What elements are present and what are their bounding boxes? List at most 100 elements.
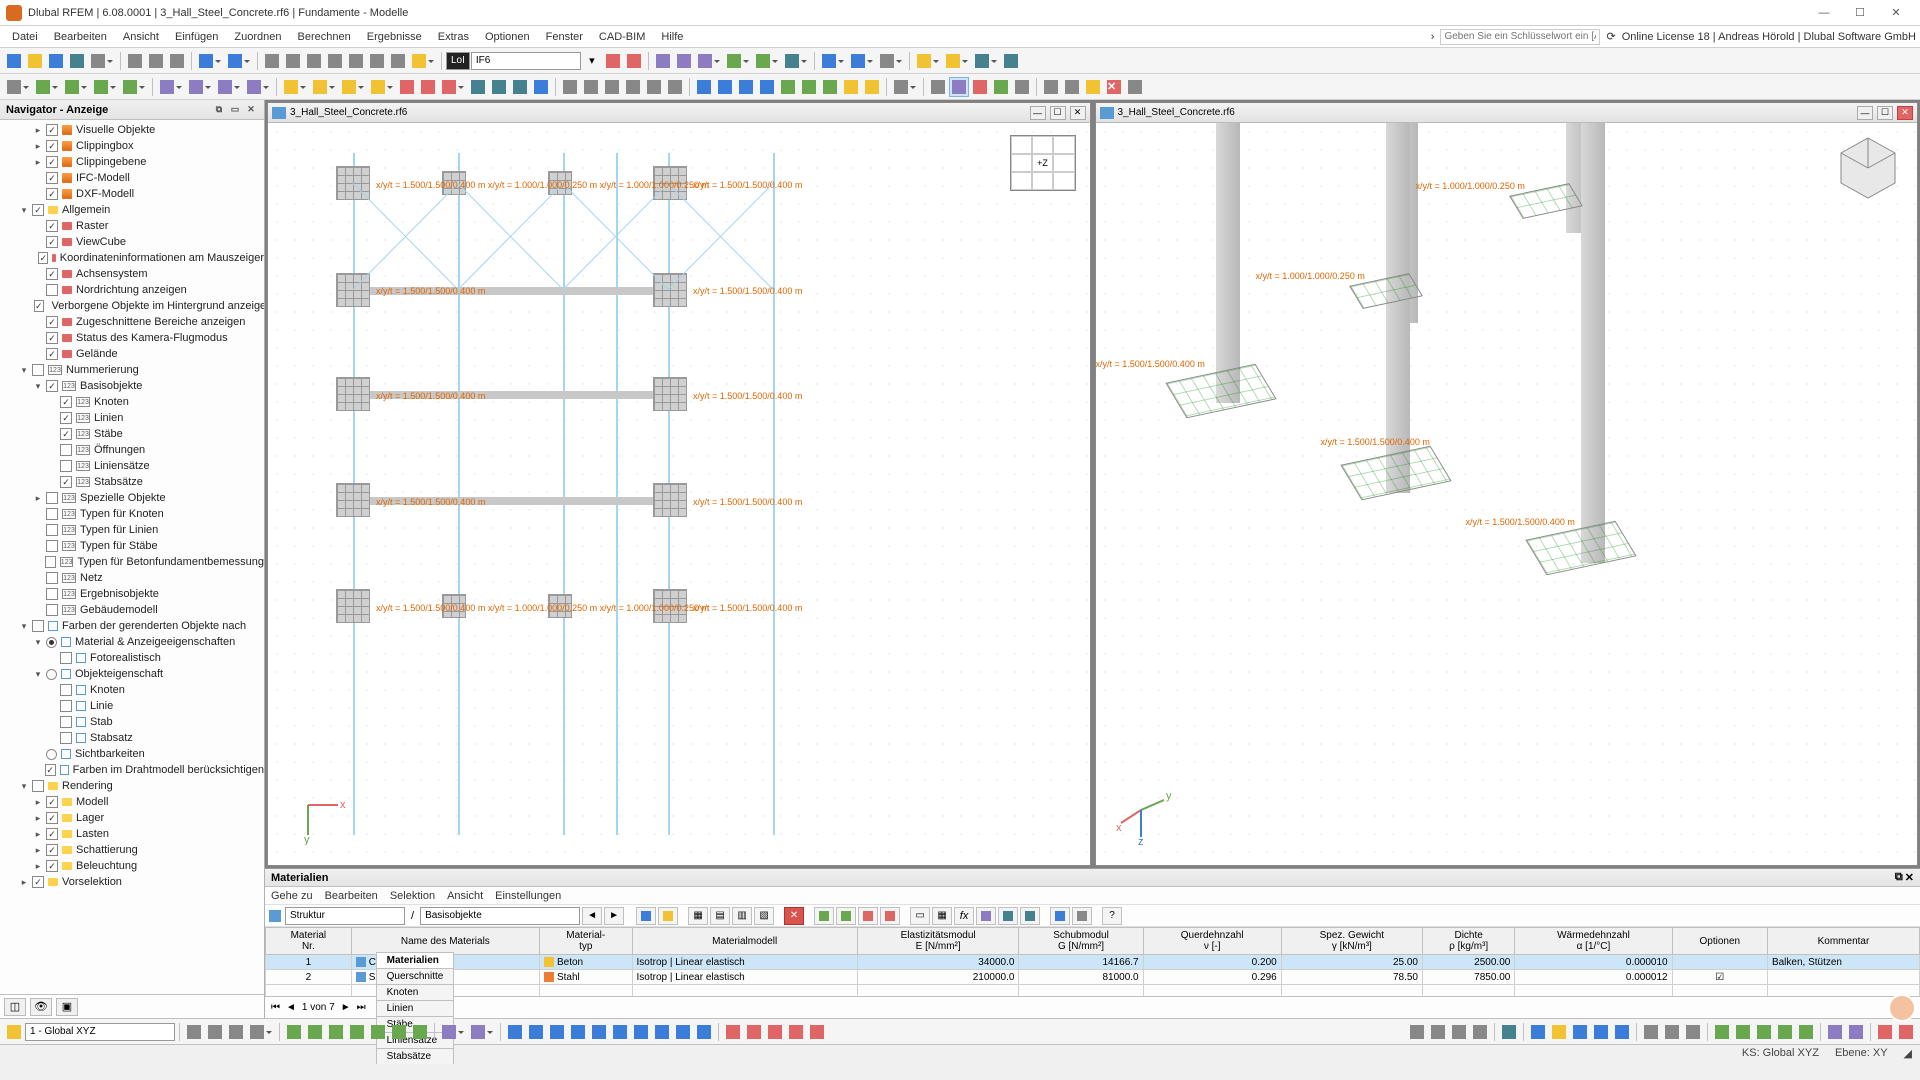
tree-item[interactable]: ▸Schattierung <box>0 842 264 858</box>
t2ai-icon[interactable] <box>1012 77 1032 97</box>
bt-cs-icon[interactable] <box>4 1022 24 1042</box>
nav-close-icon[interactable]: ✕ <box>244 103 258 117</box>
bt27-icon[interactable] <box>786 1022 806 1042</box>
t2b-icon[interactable] <box>186 77 206 97</box>
pager-first-icon[interactable]: ⏮ <box>269 1002 282 1013</box>
tool-e-icon[interactable] <box>753 51 773 71</box>
avatar[interactable] <box>1888 994 1916 1022</box>
t2ae-icon[interactable] <box>891 77 911 97</box>
menu-optionen[interactable]: Optionen <box>477 28 538 46</box>
tool-i-icon[interactable] <box>877 51 897 71</box>
t2s-icon[interactable] <box>623 77 643 97</box>
br10-icon[interactable] <box>1612 1022 1632 1042</box>
t2ac-icon[interactable] <box>841 77 861 97</box>
close-button[interactable]: ✕ <box>1878 1 1914 25</box>
camera-icon[interactable] <box>1125 77 1145 97</box>
tree-item[interactable]: Verborgene Objekte im Hintergrund anzeig… <box>0 298 264 314</box>
tree-item[interactable]: ▸Clippingebene <box>0 154 264 170</box>
tree-item[interactable]: ▾Material & Anzeigeeigenschaften <box>0 634 264 650</box>
bt14-icon[interactable] <box>505 1022 525 1042</box>
br17-icon[interactable] <box>1775 1022 1795 1042</box>
t2aj-icon[interactable] <box>1041 77 1061 97</box>
vp-min-icon[interactable]: — <box>1857 106 1873 120</box>
tool-m-icon[interactable] <box>1001 51 1021 71</box>
tree-item[interactable]: ▸Visuelle Objekte <box>0 122 264 138</box>
br6-icon[interactable] <box>1528 1022 1548 1042</box>
paste-icon[interactable] <box>167 51 187 71</box>
br15-icon[interactable] <box>1733 1022 1753 1042</box>
bt23-icon[interactable] <box>694 1022 714 1042</box>
tree-item[interactable]: Farben im Drahtmodell berücksichtigen <box>0 762 264 778</box>
toolbar-combo-if6[interactable]: IF6 <box>471 52 581 70</box>
mat-t2-icon[interactable] <box>658 907 678 925</box>
vp-close-icon[interactable]: ✕ <box>1070 106 1086 120</box>
bt20-icon[interactable] <box>631 1022 651 1042</box>
tree-item[interactable]: ▸Vorselektion <box>0 874 264 890</box>
mat-t16-icon[interactable] <box>1050 907 1070 925</box>
viewcube[interactable]: +Z <box>1010 135 1076 191</box>
warn-icon[interactable] <box>1083 77 1103 97</box>
toolbar-label-lol[interactable]: LoI <box>446 52 470 70</box>
mat-t1-icon[interactable] <box>636 907 656 925</box>
pager-next-icon[interactable]: ► <box>339 1002 353 1013</box>
tree-item[interactable]: Koordinateninformationen am Mauszeiger <box>0 250 264 266</box>
bt22-icon[interactable] <box>673 1022 693 1042</box>
tree-item[interactable]: ▾Objekteigenschaft <box>0 666 264 682</box>
vp-min-icon[interactable]: — <box>1030 106 1046 120</box>
br11-icon[interactable] <box>1641 1022 1661 1042</box>
menu-cad-bim[interactable]: CAD-BIM <box>591 28 653 46</box>
t2h-icon[interactable] <box>368 77 388 97</box>
nav-pin-icon[interactable]: ⧉ <box>212 103 226 117</box>
viewport-iso[interactable]: 3_Hall_Steel_Concrete.rf6 — ☐ ✕ <box>1095 102 1919 866</box>
mat-t17-icon[interactable] <box>1072 907 1092 925</box>
mat-t9-icon[interactable] <box>858 907 878 925</box>
bt10-icon[interactable] <box>389 1022 409 1042</box>
t2ag-icon[interactable] <box>970 77 990 97</box>
bt6-icon[interactable] <box>305 1022 325 1042</box>
bt8-icon[interactable] <box>347 1022 367 1042</box>
bt25-icon[interactable] <box>744 1022 764 1042</box>
tree-item[interactable]: Zugeschnittene Bereiche anzeigen <box>0 314 264 330</box>
tree-item[interactable]: ▾123Nummerierung <box>0 362 264 378</box>
tree-item[interactable]: 123Knoten <box>0 394 264 410</box>
menu-extras[interactable]: Extras <box>430 28 477 46</box>
refresh-icon[interactable]: ⟳ <box>1606 30 1615 43</box>
menu-ergebnisse[interactable]: Ergebnisse <box>359 28 430 46</box>
copy-icon[interactable] <box>146 51 166 71</box>
maximize-button[interactable]: ☐ <box>1842 1 1878 25</box>
nav-footer-cam-icon[interactable]: ▣ <box>56 998 78 1016</box>
mat-tab[interactable]: Querschnitte <box>376 968 455 984</box>
materials-table[interactable]: MaterialNr.Name des MaterialsMaterial-ty… <box>265 927 1920 996</box>
menu-datei[interactable]: Datei <box>4 28 46 46</box>
tree-item[interactable]: Knoten <box>0 682 264 698</box>
tool-d-icon[interactable] <box>724 51 744 71</box>
mat-menu-item[interactable]: Selektion <box>390 890 435 902</box>
node-icon[interactable] <box>33 77 53 97</box>
mat-menu-item[interactable]: Gehe zu <box>271 890 313 902</box>
t2aa-icon[interactable] <box>799 77 819 97</box>
t2p-icon[interactable] <box>560 77 580 97</box>
bt17-icon[interactable] <box>568 1022 588 1042</box>
keyword-search-input[interactable] <box>1440 29 1600 45</box>
snap-icon[interactable] <box>949 77 969 97</box>
pager-last-icon[interactable]: ⏭ <box>355 1002 368 1013</box>
tool-j-icon[interactable] <box>914 51 934 71</box>
nav-dock-icon[interactable]: ▭ <box>228 103 242 117</box>
tree-item[interactable]: Stabsatz <box>0 730 264 746</box>
tool-k-icon[interactable] <box>943 51 963 71</box>
view-4-icon[interactable] <box>325 51 345 71</box>
mat-t7-icon[interactable] <box>814 907 834 925</box>
t2z-icon[interactable] <box>778 77 798 97</box>
undo-icon[interactable] <box>196 51 216 71</box>
t2u-icon[interactable] <box>665 77 685 97</box>
br5-icon[interactable] <box>1499 1022 1519 1042</box>
view-1-icon[interactable] <box>262 51 282 71</box>
tool-g-icon[interactable] <box>819 51 839 71</box>
mat-t5-icon[interactable]: ▥ <box>732 907 752 925</box>
t2i-icon[interactable] <box>397 77 417 97</box>
br2-icon[interactable] <box>1428 1022 1448 1042</box>
mat-tab[interactable]: Knoten <box>376 984 455 1000</box>
redo-icon[interactable] <box>225 51 245 71</box>
vp-close-icon[interactable]: ✕ <box>1897 106 1913 120</box>
mat-next-icon[interactable]: ► <box>604 907 624 925</box>
